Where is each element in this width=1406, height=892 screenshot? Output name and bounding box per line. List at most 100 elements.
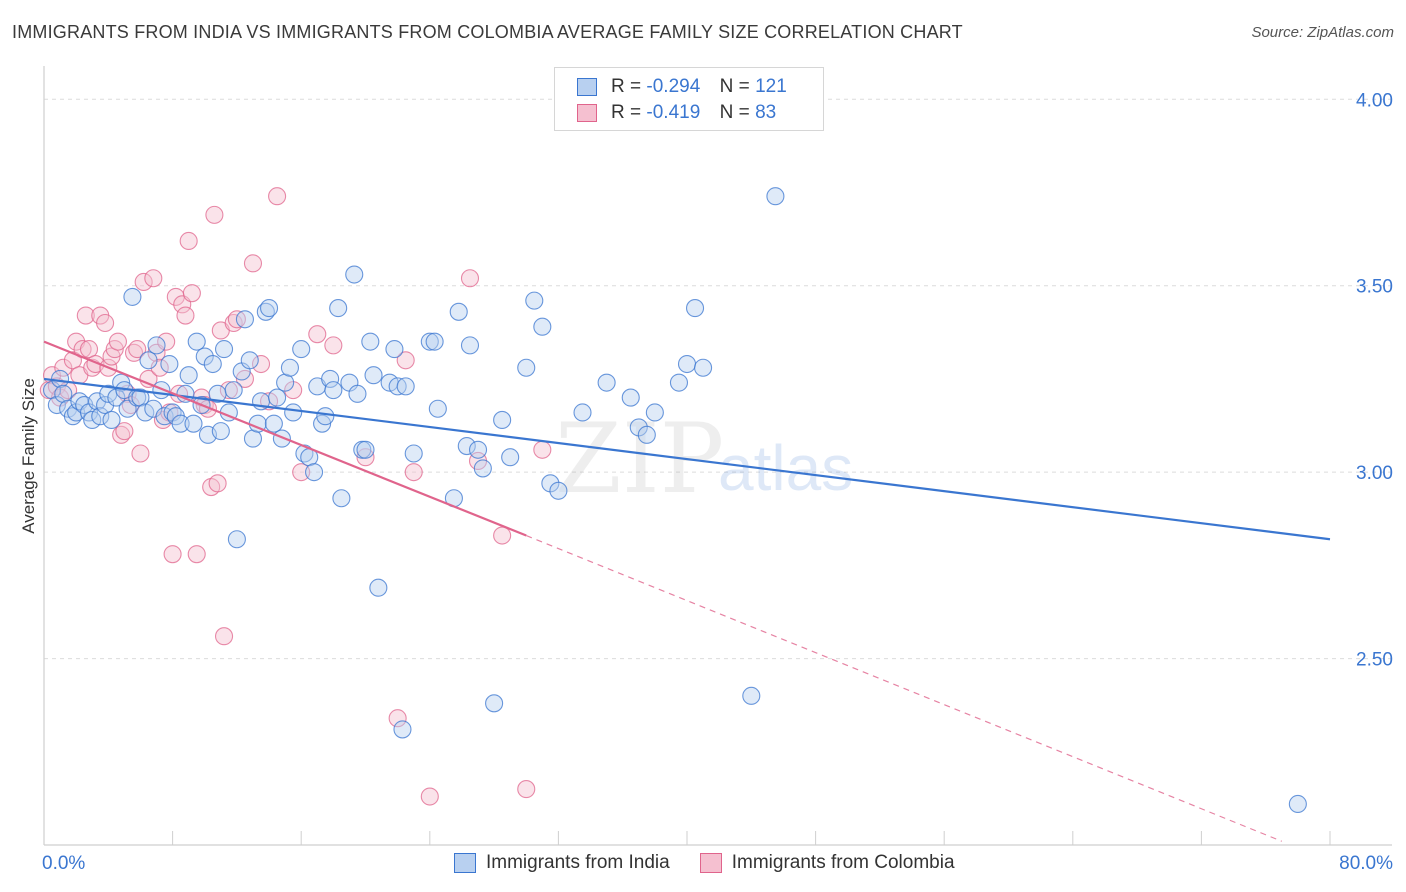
colombia-point-62 (324, 336, 343, 355)
india-point-2 (51, 369, 70, 388)
watermark-zip: ZIP (555, 403, 724, 515)
india-point-64 (305, 463, 324, 482)
india-point-85 (404, 444, 423, 463)
legend-colombia-r-label: R = (611, 102, 642, 123)
india-point-73 (345, 265, 364, 284)
india-point-59 (280, 358, 299, 377)
y-tick-label-1: 3.00 (1356, 463, 1393, 484)
colombia-point-58 (268, 187, 287, 206)
colombia-point-55 (243, 254, 263, 273)
x-tick-label-0: 0.0% (42, 853, 85, 874)
data-points (39, 187, 1307, 814)
india-point-115 (1288, 794, 1307, 814)
y-axis-title: Average Family Size (19, 378, 38, 534)
colombia-point-31 (150, 358, 169, 377)
colombia-point-40 (179, 231, 198, 251)
colombia-point-35 (163, 545, 182, 564)
india-point-35 (184, 414, 203, 433)
colombia-trend-line (43, 340, 527, 537)
legend-swatch-india (577, 78, 597, 96)
india-point-105 (621, 388, 640, 407)
india-point-98 (517, 358, 536, 377)
india-point-60 (284, 403, 303, 422)
india-trend-line (43, 377, 1331, 541)
colombia-point-60 (292, 463, 311, 482)
legend-colombia-n-value: 83 (755, 102, 777, 123)
colombia-point-11 (79, 340, 99, 359)
colombia-point-47 (205, 205, 224, 224)
india-point-111 (685, 299, 705, 318)
india-point-86 (420, 332, 439, 351)
legend-row-india: R = -0.294 N = 121 (577, 75, 787, 99)
india-point-81 (385, 340, 404, 359)
india-point-49 (240, 351, 259, 370)
india-point-114 (766, 187, 785, 206)
colombia-point-33 (157, 332, 176, 351)
india-point-77 (361, 332, 380, 351)
colombia-point-48 (208, 474, 227, 493)
india-point-91 (457, 436, 476, 456)
colombia-point-51 (219, 381, 238, 400)
india-point-74 (348, 384, 367, 403)
colombia-point-10 (76, 306, 95, 325)
bottom-legend: Immigrants from India Immigrants from Co… (454, 852, 985, 874)
colombia-point-4 (54, 358, 73, 377)
colombia-point-15 (96, 313, 115, 333)
india-point-55 (264, 414, 283, 433)
india-point-42 (211, 422, 230, 441)
india-point-99 (525, 291, 544, 310)
legend-colombia-n-label: N = (719, 102, 750, 123)
bottom-legend-india: Immigrants from India (454, 852, 670, 874)
india-point-34 (179, 366, 198, 385)
india-point-100 (533, 317, 552, 336)
india-point-109 (669, 373, 689, 392)
colombia-point-66 (404, 463, 423, 482)
colombia-point-72 (533, 440, 552, 459)
india-point-110 (677, 354, 697, 374)
colombia-point-29 (144, 269, 163, 288)
india-point-102 (549, 481, 568, 500)
bottom-legend-swatch-colombia (699, 853, 722, 873)
legend-india-r-label: R = (611, 76, 642, 97)
legend-india-n-value: 121 (755, 76, 787, 97)
india-point-24 (139, 351, 158, 370)
india-point-79 (369, 578, 388, 597)
colombia-point-39 (176, 306, 195, 325)
colombia-point-41 (182, 284, 201, 303)
india-point-112 (694, 358, 713, 377)
india-point-12 (91, 407, 110, 426)
y-tick-label-3: 4.00 (1356, 90, 1393, 111)
india-point-26 (147, 336, 166, 355)
india-point-103 (573, 403, 592, 422)
axes (43, 66, 1392, 846)
source-label: Source: ZipAtlas.com (1251, 24, 1394, 41)
india-point-68 (321, 369, 340, 388)
india-point-96 (493, 410, 512, 429)
india-point-45 (224, 381, 243, 400)
legend-colombia-r-value: -0.419 (646, 102, 701, 123)
india-point-107 (637, 425, 656, 444)
india-point-46 (227, 530, 246, 549)
colombia-point-64 (388, 709, 407, 728)
india-point-69 (324, 381, 343, 400)
bottom-legend-swatch-india (454, 853, 476, 873)
india-point-29 (160, 354, 179, 374)
india-point-67 (316, 407, 335, 426)
india-point-25 (144, 399, 163, 418)
india-point-70 (329, 299, 348, 318)
colombia-point-19 (108, 332, 127, 351)
chart-title: IMMIGRANTS FROM INDIA VS IMMIGRANTS FROM… (12, 22, 963, 42)
y-tick-label-0: 2.50 (1356, 650, 1393, 671)
india-point-104 (597, 373, 616, 392)
bottom-legend-colombia-label: Immigrants from Colombia (731, 852, 955, 873)
colombia-point-68 (460, 269, 480, 288)
india-point-92 (460, 336, 480, 355)
india-point-108 (645, 403, 664, 422)
colombia-point-65 (396, 351, 415, 370)
colombia-point-21 (115, 422, 134, 441)
india-point-113 (742, 686, 761, 705)
india-point-90 (449, 302, 468, 321)
colombia-point-25 (128, 340, 147, 359)
india-point-15 (102, 410, 121, 429)
